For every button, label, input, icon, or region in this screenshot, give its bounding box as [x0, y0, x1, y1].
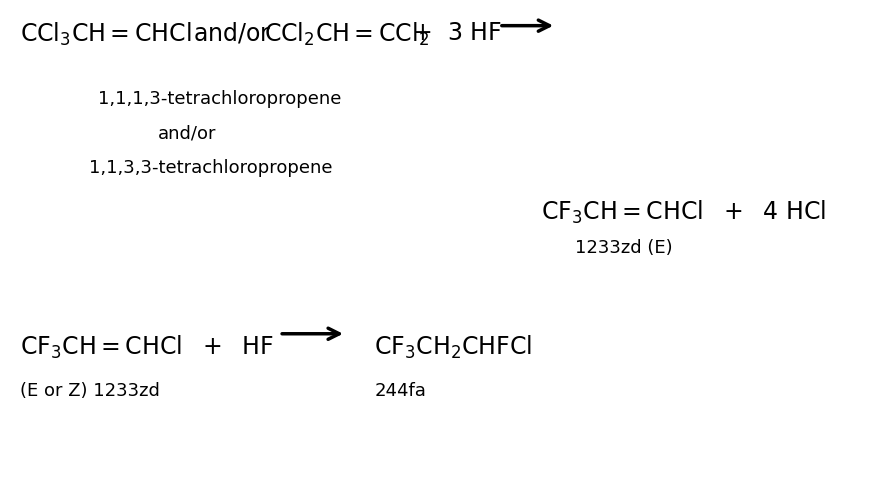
Text: $\mathrm{CF_3CH{=}CHCl\ \ +\ \ HF}$: $\mathrm{CF_3CH{=}CHCl\ \ +\ \ HF}$	[20, 334, 274, 361]
Text: $\mathrm{CF_3CH{=}CHCl\ \ +\ \ 4\ HCl}$: $\mathrm{CF_3CH{=}CHCl\ \ +\ \ 4\ HCl}$	[540, 199, 825, 226]
Text: (E or Z) 1233zd: (E or Z) 1233zd	[20, 382, 159, 399]
Text: $\mathrm{+\ \ 3\ HF}$: $\mathrm{+\ \ 3\ HF}$	[412, 21, 502, 45]
Text: $\mathrm{CCl_3CH{=}CHCl}$: $\mathrm{CCl_3CH{=}CHCl}$	[20, 21, 191, 48]
Text: $\mathrm{and/or}$: $\mathrm{and/or}$	[192, 21, 271, 46]
Text: and/or: and/or	[158, 124, 216, 142]
Text: $\mathrm{CCl_2CH{=}CCl_2}$: $\mathrm{CCl_2CH{=}CCl_2}$	[264, 21, 428, 48]
Text: 1233zd (E): 1233zd (E)	[575, 239, 672, 257]
Text: $\mathrm{CF_3CH_2CHFCl}$: $\mathrm{CF_3CH_2CHFCl}$	[374, 334, 532, 361]
Text: 244fa: 244fa	[374, 382, 426, 399]
Text: 1,1,1,3-tetrachloropropene: 1,1,1,3-tetrachloropropene	[97, 90, 341, 108]
Text: 1,1,3,3-tetrachloropropene: 1,1,3,3-tetrachloropropene	[89, 159, 332, 177]
